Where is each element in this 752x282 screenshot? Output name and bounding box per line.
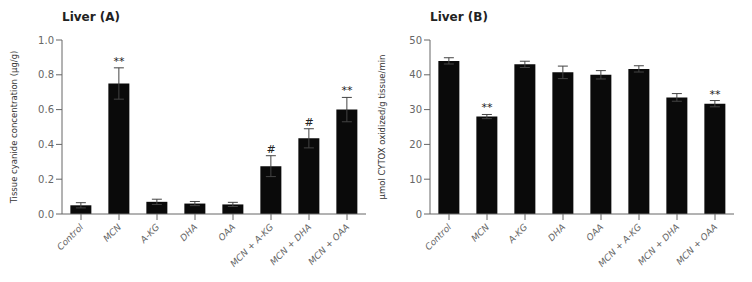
svg-text:#: # (304, 116, 313, 129)
svg-text:**: ** (710, 88, 722, 101)
svg-text:40: 40 (409, 69, 422, 80)
svg-text:Control: Control (423, 222, 454, 253)
svg-text:0.6: 0.6 (38, 104, 54, 115)
svg-text:MCN + OAA: MCN + OAA (674, 222, 719, 267)
svg-text:MCN + A-KG: MCN + A-KG (596, 222, 643, 269)
svg-text:MCN: MCN (469, 222, 491, 244)
svg-text:MCN + A-KG: MCN + A-KG (228, 222, 275, 269)
svg-text:1.0: 1.0 (38, 35, 54, 46)
svg-text:**: ** (482, 101, 494, 114)
svg-text:DHA: DHA (546, 222, 567, 243)
svg-text:10: 10 (409, 174, 422, 185)
svg-text:OAA: OAA (216, 222, 237, 243)
svg-text:0: 0 (416, 209, 422, 220)
svg-text:OAA: OAA (584, 222, 605, 243)
svg-text:μmol CYTOX oxidized/g tissue/m: μmol CYTOX oxidized/g tissue/min (377, 55, 387, 200)
svg-text:MCN: MCN (101, 222, 123, 244)
svg-text:0.8: 0.8 (38, 69, 54, 80)
svg-text:0.0: 0.0 (38, 209, 54, 220)
svg-text:**: ** (342, 84, 354, 97)
svg-text:0.2: 0.2 (38, 174, 54, 185)
svg-text:MCN + DHA: MCN + DHA (636, 222, 682, 268)
svg-text:20: 20 (409, 139, 422, 150)
svg-text:MCN + OAA: MCN + OAA (306, 222, 351, 267)
svg-text:A-KG: A-KG (506, 222, 530, 246)
svg-text:#: # (266, 143, 275, 156)
svg-text:0.4: 0.4 (38, 139, 54, 150)
html-text:Liver (A): Liver (A) (62, 10, 121, 24)
svg-text:**: ** (114, 55, 126, 68)
html-text:Liver (B): Liver (B) (430, 10, 488, 24)
svg-text:Control: Control (55, 222, 86, 253)
svg-text:50: 50 (409, 35, 422, 46)
svg-text:A-KG: A-KG (138, 222, 162, 246)
svg-text:MCN + DHA: MCN + DHA (268, 222, 314, 268)
svg-text:30: 30 (409, 104, 422, 115)
svg-text:DHA: DHA (178, 222, 199, 243)
svg-text:Tissue cyanide concentration (: Tissue cyanide concentration (μg/g) (9, 51, 19, 205)
